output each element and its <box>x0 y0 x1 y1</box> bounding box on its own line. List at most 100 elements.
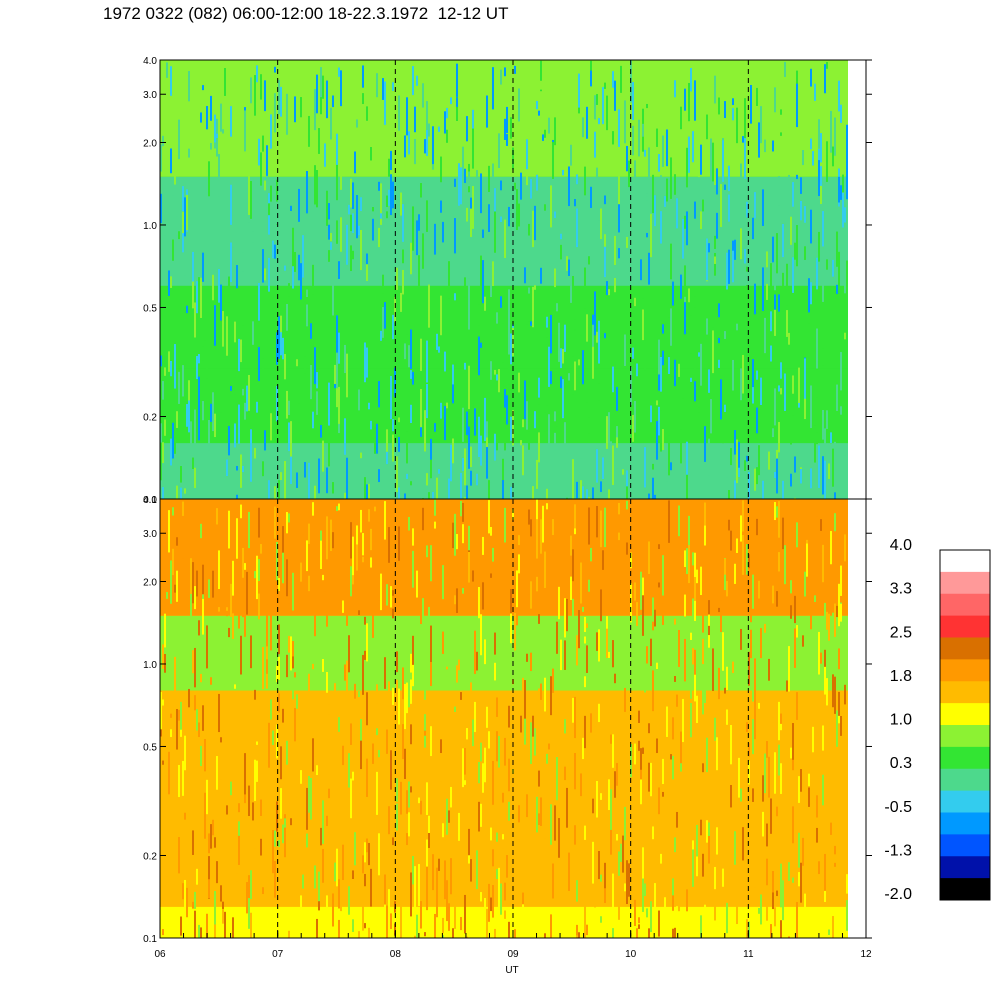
heatmap-cell <box>370 420 372 430</box>
heatmap-cell <box>228 510 230 549</box>
heatmap-cell <box>692 648 694 665</box>
heatmap-cell <box>462 524 464 544</box>
heatmap-cell <box>178 119 180 160</box>
heatmap-cell <box>446 798 448 835</box>
heatmap-cell <box>284 818 286 828</box>
heatmap-cell <box>564 913 566 923</box>
heatmap-cell <box>788 249 790 264</box>
heatmap-cell <box>472 719 474 747</box>
heatmap-cell <box>580 703 582 737</box>
heatmap-cell <box>652 174 654 214</box>
heatmap-cell <box>440 200 442 213</box>
heatmap-cell <box>600 208 602 240</box>
heatmap-cell <box>340 90 342 107</box>
heatmap-cell <box>544 551 546 588</box>
heatmap-cell <box>776 890 778 897</box>
heatmap-cell <box>418 864 420 907</box>
heatmap-cell <box>246 484 248 499</box>
heatmap-cell <box>488 165 490 192</box>
heatmap-cell <box>170 148 172 174</box>
heatmap-cell <box>444 111 446 134</box>
heatmap-cell <box>186 305 188 314</box>
heatmap-cell <box>224 911 226 938</box>
heatmap-cell <box>652 670 654 712</box>
heatmap-cell <box>190 558 192 596</box>
heatmap-cell <box>732 244 734 283</box>
heatmap-cell <box>296 359 298 367</box>
heatmap-cell <box>788 174 790 219</box>
heatmap-cell <box>602 87 604 125</box>
x-tick-label: 08 <box>390 949 402 960</box>
heatmap-cell <box>522 445 524 476</box>
heatmap-cell <box>528 314 530 322</box>
heatmap-cell <box>762 775 764 802</box>
heatmap-cell <box>570 144 572 166</box>
y-tick-label: 0.5 <box>143 303 157 314</box>
heatmap-cell <box>388 806 390 835</box>
heatmap-cell <box>686 889 688 912</box>
heatmap-cell <box>524 267 526 284</box>
heatmap-cell <box>656 881 658 905</box>
heatmap-cell <box>748 921 750 938</box>
heatmap-cell <box>716 737 718 771</box>
heatmap-cell <box>496 312 498 324</box>
heatmap-cell <box>336 315 338 353</box>
heatmap-cell <box>276 862 278 875</box>
heatmap-cell <box>314 729 316 757</box>
heatmap-cell <box>258 507 260 538</box>
colorbar-label: 4.0 <box>890 537 912 554</box>
heatmap-cell <box>528 509 530 525</box>
heatmap-cell <box>642 595 644 636</box>
heatmap-cell <box>246 385 248 412</box>
heatmap-cell <box>228 627 230 638</box>
heatmap-cell <box>442 631 444 654</box>
heatmap-cell <box>530 178 532 199</box>
heatmap-cell <box>212 392 214 432</box>
heatmap-cell <box>686 471 688 499</box>
heatmap-cell <box>412 528 414 546</box>
heatmap-cell <box>582 486 584 499</box>
heatmap-cell <box>834 862 836 867</box>
heatmap-cell <box>504 219 506 259</box>
heatmap-cell <box>226 92 228 128</box>
heatmap-cell <box>756 518 758 536</box>
heatmap-cell <box>512 410 514 446</box>
heatmap-cell <box>660 175 662 191</box>
heatmap-cell <box>524 718 526 745</box>
heatmap-cell <box>538 432 540 463</box>
heatmap-cell <box>188 400 190 433</box>
top-y-axis: 0.10.20.51.02.03.04.0 <box>143 56 166 506</box>
heatmap-cell <box>788 110 790 128</box>
heatmap-cell <box>680 762 682 772</box>
heatmap-cell <box>568 259 570 277</box>
heatmap-cell <box>506 106 508 134</box>
heatmap-cell <box>708 369 710 393</box>
heatmap-cell <box>692 598 694 636</box>
y-tick-label: 3.0 <box>143 90 157 101</box>
heatmap-cell <box>280 788 282 819</box>
heatmap-cell <box>162 381 164 400</box>
heatmap-cell <box>484 747 486 783</box>
heatmap-cell <box>276 724 278 759</box>
heatmap-cell <box>552 519 554 536</box>
heatmap-cell <box>822 211 824 247</box>
heatmap-cell <box>626 477 628 499</box>
heatmap-cell <box>480 173 482 214</box>
heatmap-cell <box>624 77 626 99</box>
heatmap-cell <box>806 543 808 577</box>
heatmap-cell <box>430 651 432 687</box>
heatmap-cell <box>320 827 322 846</box>
heatmap-cell <box>682 219 684 259</box>
heatmap-cell <box>424 673 426 700</box>
heatmap-cell <box>454 178 456 187</box>
heatmap-cell <box>446 880 448 922</box>
heatmap-cell <box>652 826 654 840</box>
heatmap-cell <box>518 203 520 227</box>
heatmap-cell <box>656 400 658 406</box>
heatmap-cell <box>236 881 238 891</box>
heatmap-cell <box>170 276 172 288</box>
heatmap-cell <box>212 274 214 297</box>
heatmap-cell <box>804 246 806 260</box>
heatmap-cell <box>582 737 584 760</box>
heatmap-cell <box>196 709 198 731</box>
